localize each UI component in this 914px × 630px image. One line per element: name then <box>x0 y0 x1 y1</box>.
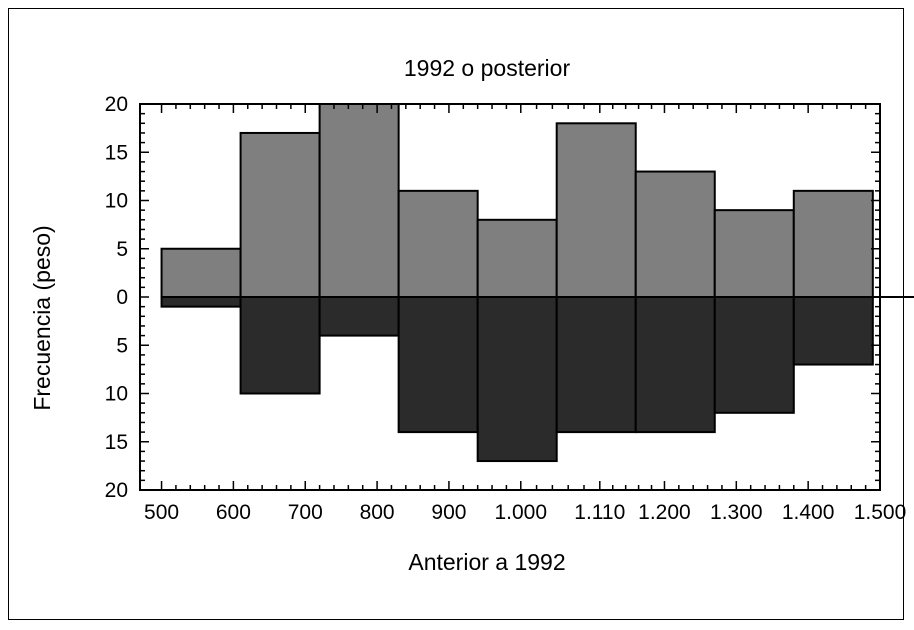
y-tick-label: 10 <box>105 383 128 406</box>
x-tick-label: 1.400 <box>782 501 835 524</box>
x-tick-label: 1.200 <box>638 501 691 524</box>
x-tick-label: 1.110 <box>574 501 625 524</box>
lower-bar <box>318 296 400 337</box>
x-tick-label: 1.000 <box>494 501 547 524</box>
upper-bar <box>476 218 558 298</box>
upper-bar <box>397 189 479 299</box>
upper-bar <box>555 122 637 298</box>
upper-histogram <box>160 103 874 299</box>
x-tick-label: 900 <box>431 501 466 524</box>
chart-title: 1992 o posterior <box>404 55 571 81</box>
x-tick-label: 700 <box>288 501 323 524</box>
y-axis-tick-labels: 20 15 10 5 0 5 10 15 20 <box>105 93 128 502</box>
x-tick-label: 1.300 <box>710 501 763 524</box>
lower-bar <box>160 296 242 308</box>
lower-bar <box>239 296 321 395</box>
x-axis-tick-labels: 500 600 700 800 900 1.000 1.110 1.200 1.300 1.400… <box>144 501 906 524</box>
x-tick-label: 600 <box>216 501 251 524</box>
lower-bar <box>397 296 479 434</box>
upper-bar <box>713 209 795 298</box>
x-axis-title: Anterior a 1992 <box>408 549 565 575</box>
lower-bar <box>792 296 874 366</box>
lower-histogram <box>160 296 874 463</box>
x-tick-label: 1.500 <box>854 501 907 524</box>
y-tick-label: 10 <box>105 190 128 213</box>
upper-bar <box>160 247 242 298</box>
upper-bar <box>318 103 400 298</box>
y-tick-label: 20 <box>105 93 128 116</box>
upper-bar <box>634 170 716 298</box>
lower-bar <box>634 296 716 434</box>
y-tick-label: 20 <box>105 479 128 502</box>
upper-bar <box>792 189 874 299</box>
x-tick-label: 800 <box>360 501 395 524</box>
y-axis-title: Frecuencia (peso) <box>29 225 55 410</box>
y-tick-label: 5 <box>116 334 128 357</box>
lower-bar <box>476 296 558 463</box>
upper-bar <box>239 131 321 298</box>
x-tick-label: 500 <box>144 501 179 524</box>
lower-bar <box>713 296 795 414</box>
y-tick-label: 15 <box>105 141 128 164</box>
lower-bar <box>555 296 637 434</box>
y-tick-label: 0 <box>116 286 128 309</box>
y-tick-label: 5 <box>116 238 128 261</box>
axis-ticks <box>140 103 881 491</box>
y-tick-label: 15 <box>105 431 128 454</box>
